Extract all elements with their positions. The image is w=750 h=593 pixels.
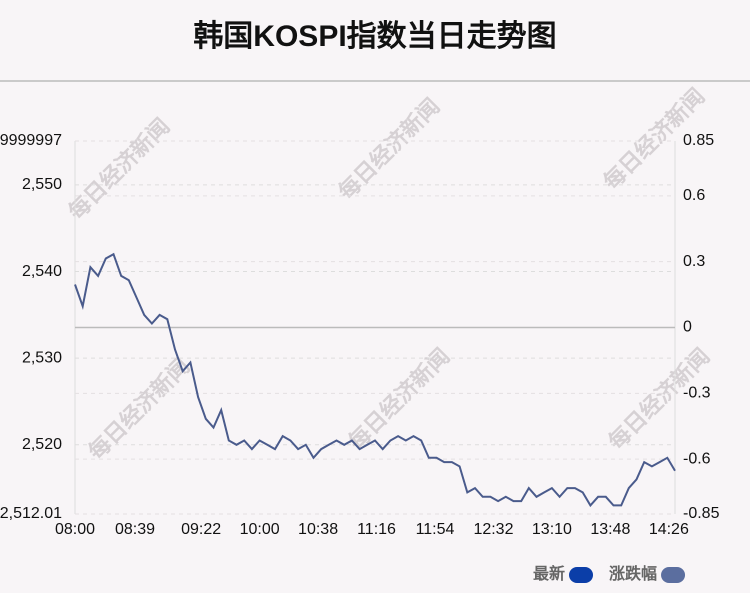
y-tick-label: 2,520 xyxy=(22,436,62,453)
y2-tick-label: -0.3 xyxy=(683,385,711,402)
legend-swatch xyxy=(661,567,686,583)
price-line xyxy=(74,252,676,508)
legend-label: 最新 xyxy=(533,564,565,583)
legend-swatch xyxy=(569,567,594,583)
watermark: 每日经济新闻 xyxy=(83,353,195,465)
x-tick-label: 12:32 xyxy=(473,521,513,538)
x-tick-label: 09:22 xyxy=(181,521,221,538)
x-tick-label: 08:39 xyxy=(115,521,155,538)
y-tick-label: 2,512.01 xyxy=(0,505,62,522)
y2-tick-label: 0.3 xyxy=(683,253,705,270)
x-tick-label: 10:00 xyxy=(240,521,280,538)
legend-label: 涨跌幅 xyxy=(609,564,657,583)
watermark: 每日经济新闻 xyxy=(63,113,175,225)
y2-tick-label: 0.85 xyxy=(683,132,714,149)
y2-tick-label: 0.6 xyxy=(683,187,705,204)
y2-tick-label: 0 xyxy=(683,319,692,336)
y-tick-label: 2,555.0699999997 xyxy=(0,132,62,149)
x-tick-label: 13:48 xyxy=(590,521,630,538)
y-tick-label: 2,530 xyxy=(22,349,62,366)
chart-title: 韩国KOSPI指数当日走势图 xyxy=(193,20,556,53)
x-tick-label: 14:26 xyxy=(649,521,689,538)
y2-tick-label: -0.85 xyxy=(683,505,720,522)
y-tick-label: 2,550 xyxy=(22,176,62,193)
x-tick-label: 11:54 xyxy=(416,521,455,538)
x-tick-label: 13:10 xyxy=(532,521,572,538)
watermark: 每日经济新闻 xyxy=(333,93,445,205)
x-tick-label: 10:38 xyxy=(298,521,338,538)
y2-tick-label: -0.6 xyxy=(683,450,711,467)
x-tick-label: 11:16 xyxy=(357,521,396,538)
y-tick-label: 2,540 xyxy=(22,263,62,280)
watermark: 每日经济新闻 xyxy=(343,343,455,455)
x-tick-label: 08:00 xyxy=(55,521,95,538)
